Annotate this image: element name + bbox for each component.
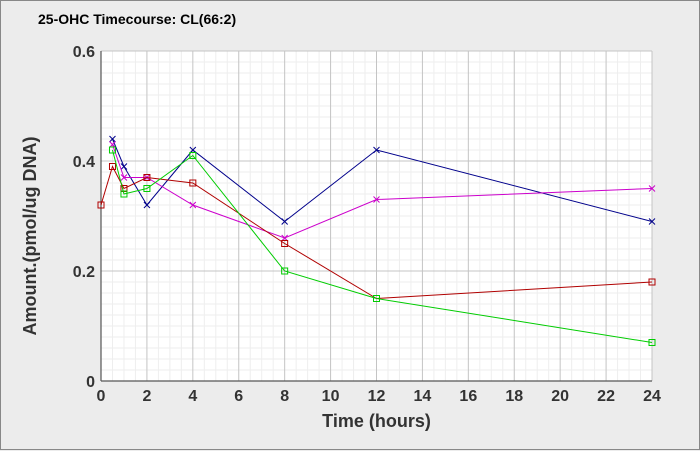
data-point-x — [281, 218, 289, 225]
series-line — [100, 165, 653, 300]
data-point-square — [648, 278, 656, 286]
data-point-x — [120, 174, 128, 181]
data-point-square — [143, 174, 151, 181]
data-point-x — [373, 196, 380, 203]
data-point-square — [189, 152, 197, 159]
data-point-x — [189, 201, 197, 209]
data-point-square — [281, 240, 289, 247]
y-tick-label: 0.4 — [73, 154, 95, 171]
data-point-x — [120, 163, 128, 170]
chart-title: 25-OHC Timecourse: CL(66:2) — [38, 11, 237, 27]
x-tick-label: 12 — [368, 388, 386, 405]
data-point-square — [108, 163, 116, 170]
data-point-x — [143, 201, 151, 209]
series-layer — [97, 135, 656, 346]
axes — [100, 51, 652, 382]
data-point-square — [120, 190, 128, 198]
x-tick-label: 16 — [459, 388, 477, 405]
data-point-square — [189, 179, 197, 187]
data-point-square — [108, 146, 116, 154]
x-axis-label: Time (hours) — [322, 411, 431, 431]
x-tick-label: 14 — [414, 388, 432, 405]
x-tick-label: 24 — [643, 388, 661, 405]
data-point-square — [373, 295, 380, 302]
x-tick-label: 4 — [188, 388, 197, 405]
data-point-x — [648, 218, 656, 225]
y-tick-label: 0.6 — [73, 44, 95, 61]
data-point-square — [97, 201, 105, 209]
data-point-square — [281, 267, 289, 275]
x-tick-label: 6 — [234, 388, 243, 405]
data-point-square — [143, 185, 151, 192]
x-tick-label: 10 — [322, 388, 340, 405]
y-axis-label: Amount.(pmol/ug DNA) — [20, 137, 40, 336]
series-3 — [108, 146, 656, 346]
y-tick-label: 0 — [86, 374, 95, 391]
series-2 — [97, 163, 656, 302]
data-point-square — [648, 339, 656, 346]
x-tick-label: 8 — [280, 388, 289, 405]
series-1 — [109, 141, 656, 242]
x-tick-label: 0 — [97, 388, 106, 405]
data-point-x — [109, 135, 116, 143]
series-line — [111, 149, 653, 343]
data-point-x — [648, 185, 656, 192]
x-tick-label: 18 — [505, 388, 523, 405]
y-tick-label: 0.2 — [73, 264, 95, 281]
x-tick-label: 20 — [551, 388, 569, 405]
data-point-x — [373, 146, 380, 154]
series-0 — [109, 135, 656, 225]
x-tick-label: 22 — [597, 388, 615, 405]
x-tick-label: 2 — [142, 388, 151, 405]
